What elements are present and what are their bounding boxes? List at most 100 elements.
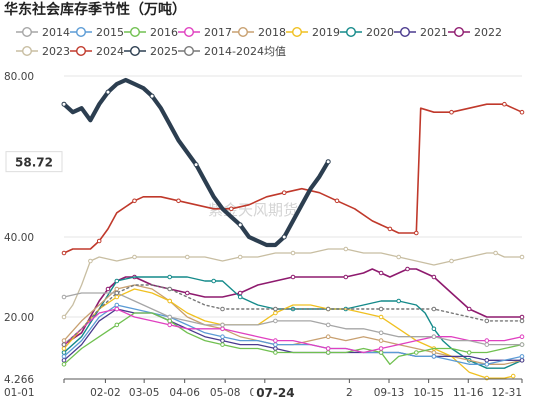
legend-item-2022[interactable]: 2022 bbox=[448, 26, 502, 39]
series-line-2022 bbox=[63, 268, 523, 346]
point-2019 bbox=[114, 294, 120, 300]
point-2014-2024 bbox=[61, 342, 67, 347]
point-2022 bbox=[378, 270, 384, 276]
legend-label: 2014-2024均值 bbox=[204, 45, 286, 58]
grid bbox=[64, 75, 522, 380]
point-2024 bbox=[132, 198, 137, 204]
x-tick-label: 02-02 bbox=[90, 387, 121, 399]
point-2014 bbox=[519, 342, 525, 347]
x-highlight-box bbox=[253, 383, 298, 400]
point-2015 bbox=[519, 354, 525, 359]
point-2024 bbox=[449, 109, 454, 115]
legend-label: 2024 bbox=[96, 45, 124, 58]
point-2017 bbox=[114, 306, 120, 312]
legend-item-2015[interactable]: 2015 bbox=[70, 26, 124, 39]
point-2018 bbox=[431, 350, 437, 355]
point-2023 bbox=[132, 254, 137, 260]
legend-swatch-marker bbox=[129, 27, 140, 38]
point-2016 bbox=[167, 318, 172, 324]
legend-label: 2022 bbox=[474, 26, 502, 39]
point-2015 bbox=[431, 354, 437, 359]
legend-label: 2020 bbox=[366, 26, 394, 39]
point-2014-2024 bbox=[325, 306, 331, 312]
legend-swatch-marker bbox=[346, 27, 357, 38]
point-2014 bbox=[273, 318, 278, 324]
point-2024 bbox=[387, 226, 393, 232]
point-2014-2024 bbox=[167, 286, 172, 292]
point-2020 bbox=[396, 298, 402, 304]
point-2022 bbox=[237, 290, 243, 296]
point-2020 bbox=[431, 326, 437, 332]
point-2017 bbox=[167, 322, 172, 328]
point-2018 bbox=[325, 334, 331, 340]
point-2014 bbox=[431, 334, 437, 340]
y-tick-label: 80.00 bbox=[4, 71, 34, 83]
y-highlight-box bbox=[5, 151, 63, 173]
point-2022 bbox=[405, 266, 410, 272]
point-2025 bbox=[149, 93, 155, 99]
point-2016 bbox=[273, 350, 278, 355]
legend-item-2023[interactable]: 2023 bbox=[16, 45, 70, 58]
point-2024 bbox=[61, 250, 67, 256]
legend-swatch-marker bbox=[183, 27, 194, 38]
legend-item-2021[interactable]: 2021 bbox=[394, 26, 448, 39]
legend-swatch-marker bbox=[75, 46, 86, 57]
series-line-2014-2024 bbox=[63, 284, 523, 346]
point-2020 bbox=[211, 278, 216, 284]
legend-item-2024[interactable]: 2024 bbox=[70, 45, 124, 58]
legend-item-2016[interactable]: 2016 bbox=[124, 26, 178, 39]
point-2023 bbox=[88, 258, 93, 264]
point-2023 bbox=[185, 254, 190, 260]
point-2015 bbox=[220, 334, 225, 340]
point-2025 bbox=[105, 89, 111, 95]
point-2017 bbox=[220, 326, 225, 332]
point-2014 bbox=[167, 314, 172, 320]
point-2025 bbox=[61, 101, 67, 107]
point-2022 bbox=[519, 314, 525, 320]
point-2023 bbox=[290, 250, 296, 256]
series-line-2023 bbox=[63, 248, 523, 318]
point-2015 bbox=[61, 354, 67, 359]
legend-item-2020[interactable]: 2020 bbox=[340, 26, 394, 39]
point-2025 bbox=[325, 159, 331, 165]
legend-swatch-marker bbox=[22, 27, 33, 38]
legend-item-2018[interactable]: 2018 bbox=[232, 26, 286, 39]
legend-item-2019[interactable]: 2019 bbox=[286, 26, 340, 39]
point-2023 bbox=[61, 314, 67, 320]
point-2015 bbox=[484, 362, 490, 367]
point-2024 bbox=[229, 206, 234, 212]
point-2021 bbox=[519, 358, 525, 363]
point-2016 bbox=[378, 350, 384, 355]
legend-swatch-marker bbox=[237, 27, 248, 38]
point-2024 bbox=[502, 101, 507, 107]
legend-item-2014[interactable]: 2014 bbox=[16, 26, 70, 39]
point-2019 bbox=[167, 298, 172, 304]
legend-item-2025[interactable]: 2025 bbox=[124, 45, 178, 58]
point-2019 bbox=[273, 310, 278, 316]
point-2016 bbox=[325, 350, 331, 355]
point-2019 bbox=[510, 373, 516, 379]
point-2014 bbox=[378, 330, 384, 336]
point-2023 bbox=[519, 254, 525, 260]
legend-item-2017[interactable]: 2017 bbox=[178, 26, 232, 39]
legend-label: 2017 bbox=[204, 26, 232, 39]
series-group bbox=[61, 77, 525, 381]
point-2014 bbox=[220, 322, 225, 328]
legend-item-2014-2024[interactable]: 2014-2024均值 bbox=[178, 45, 286, 58]
point-2014-2024 bbox=[220, 306, 225, 312]
point-2015 bbox=[273, 342, 278, 347]
point-2024 bbox=[96, 238, 102, 244]
point-2016 bbox=[414, 350, 419, 355]
point-2020 bbox=[167, 274, 172, 280]
series-line-2014 bbox=[63, 292, 523, 346]
point-2017 bbox=[378, 346, 384, 351]
legend-label: 2019 bbox=[312, 26, 340, 39]
x-tick-label: 09-13 bbox=[374, 387, 405, 399]
point-2016 bbox=[61, 362, 67, 367]
legend-label: 2025 bbox=[150, 45, 178, 58]
x-highlight-label: 07-24 bbox=[256, 386, 294, 400]
point-2014-2024 bbox=[114, 290, 120, 296]
point-2014 bbox=[325, 322, 331, 328]
series-line-2019 bbox=[63, 288, 514, 379]
point-2025 bbox=[281, 234, 287, 240]
